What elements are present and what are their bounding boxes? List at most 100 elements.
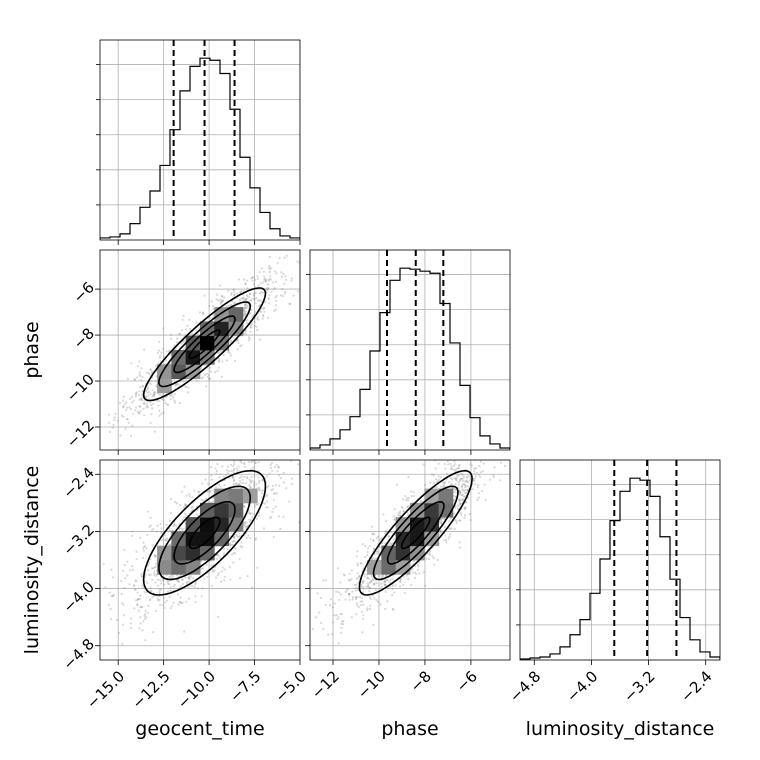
scatter-point — [271, 510, 274, 513]
scatter-point — [370, 579, 373, 582]
scatter-point — [371, 594, 375, 597]
scatter-point — [238, 299, 241, 302]
scatter-point — [139, 622, 142, 625]
scatter-point — [254, 317, 257, 320]
scatter-point — [230, 293, 233, 296]
scatter-point — [237, 465, 240, 468]
scatter-point — [173, 401, 176, 404]
scatter-point — [251, 315, 254, 318]
hist-geocent_time-background — [100, 40, 300, 240]
scatter-point — [347, 579, 351, 582]
scatter-point — [161, 398, 164, 401]
scatter-point — [242, 309, 245, 312]
scatter-point — [431, 555, 434, 558]
scatter-point — [147, 604, 150, 608]
scatter-point — [384, 532, 387, 535]
scatter-point — [118, 632, 121, 635]
scatter-point — [141, 629, 144, 632]
scatter-point — [232, 483, 235, 486]
scatter-point — [187, 577, 190, 580]
scatter-point — [496, 457, 498, 459]
scatter-point — [399, 578, 402, 581]
scatter-point — [143, 545, 146, 548]
scatter-point — [481, 450, 483, 452]
scatter-point — [225, 469, 229, 472]
scatter-point — [156, 351, 159, 354]
scatter-point — [234, 547, 238, 550]
scatter-point — [134, 579, 137, 582]
scatter-point — [338, 598, 341, 602]
scatter-point — [465, 488, 468, 491]
xtick-label-geocent_time: −5.0 — [272, 667, 310, 705]
scatter-point — [447, 463, 450, 466]
scatter-point — [458, 500, 461, 503]
scatter-point — [269, 278, 272, 281]
scatter-point — [138, 398, 141, 401]
scatter-geocent_time-vs-phase-frame — [99, 249, 301, 451]
scatter-point — [249, 512, 252, 515]
scatter-point — [276, 470, 279, 473]
scatter-point — [142, 556, 145, 560]
scatter-point — [178, 333, 181, 336]
ytick-label-luminosity_distance: −3.2 — [60, 521, 98, 559]
scatter-point — [232, 293, 235, 296]
scatter-point — [221, 566, 224, 569]
scatter-point — [251, 460, 254, 463]
scatter-point — [236, 292, 239, 295]
scatter-point — [384, 542, 387, 545]
scatter-point — [241, 478, 244, 481]
scatter-point — [359, 600, 362, 603]
scatter-point — [191, 496, 194, 499]
scatter-point — [182, 527, 185, 530]
scatter-point — [181, 578, 184, 581]
scatter-point — [452, 486, 455, 490]
scatter-point — [254, 302, 257, 305]
scatter-point — [208, 377, 211, 380]
scatter-point — [274, 296, 277, 299]
scatter-point — [356, 595, 359, 598]
scatter-point — [440, 529, 443, 532]
scatter-point — [399, 510, 402, 513]
scatter-point — [276, 453, 278, 455]
scatter-point — [220, 570, 223, 573]
scatter-point — [253, 485, 256, 488]
scatter-point — [297, 463, 300, 466]
scatter-point — [153, 391, 156, 394]
scatter-point — [161, 394, 164, 397]
scatter-point — [262, 291, 265, 294]
scatter-point — [281, 287, 284, 291]
scatter-point — [247, 336, 251, 339]
scatter-point — [149, 373, 152, 376]
scatter-point — [473, 472, 476, 475]
scatter-point — [466, 475, 469, 478]
scatter-point — [277, 453, 279, 455]
scatter-point — [409, 490, 412, 493]
scatter-point — [144, 639, 147, 642]
scatter-point — [246, 477, 249, 480]
scatter-point — [423, 483, 427, 487]
scatter-point — [185, 385, 188, 389]
scatter-point — [473, 477, 476, 480]
scatter-point — [147, 568, 150, 572]
scatter-point — [212, 500, 215, 503]
scatter-point — [153, 391, 156, 394]
scatter-point — [232, 464, 235, 468]
scatter-point — [454, 477, 457, 480]
scatter-point — [122, 569, 125, 572]
scatter-point — [158, 592, 161, 595]
scatter-point — [157, 584, 160, 587]
density-cell — [228, 488, 244, 504]
scatter-point — [388, 581, 391, 584]
scatter-point — [138, 405, 141, 408]
scatter-point — [391, 577, 394, 581]
scatter-point — [376, 550, 379, 553]
scatter-point — [141, 376, 144, 379]
scatter-point — [267, 283, 270, 286]
scatter-point — [202, 311, 205, 314]
scatter-point — [366, 582, 369, 585]
scatter-point — [206, 375, 209, 378]
scatter-point — [256, 318, 259, 321]
scatter-point — [355, 555, 358, 558]
scatter-point — [146, 388, 149, 391]
scatter-point — [428, 552, 431, 555]
